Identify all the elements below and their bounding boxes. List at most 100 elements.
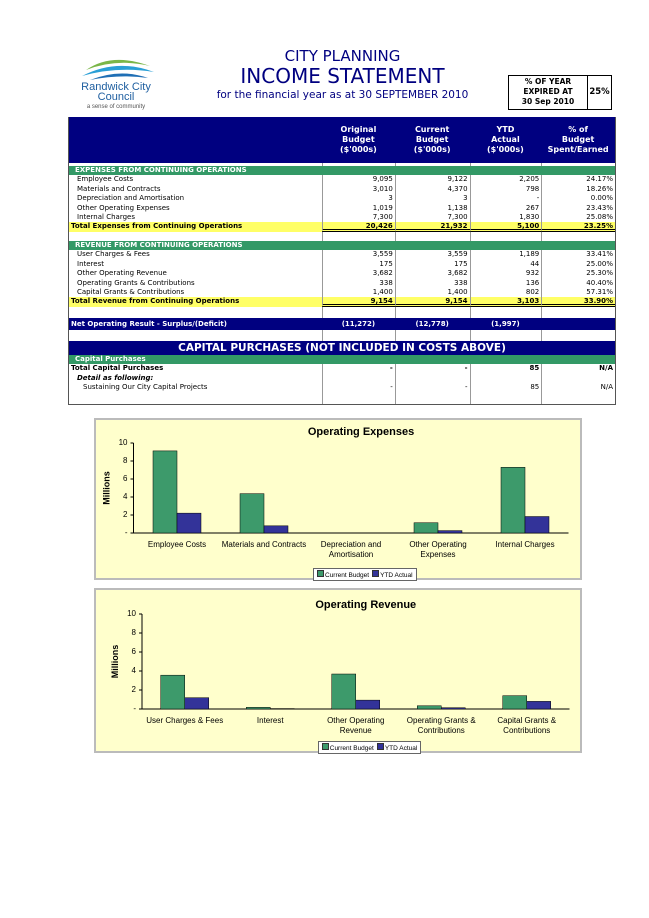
x-tick-label: Interest [256, 716, 284, 725]
table-value: (12,778) [415, 319, 449, 328]
row-label: Interest [77, 259, 104, 268]
table-row: Materials and Contracts 3,010 4,370 798 18.2… [69, 184, 615, 195]
column-header-line: Actual [491, 135, 520, 144]
row-label: Other Operating Expenses [77, 203, 170, 212]
table-row: Employee Costs 9,095 9,122 2,205 24.17% [69, 175, 615, 185]
y-tick-label: - [133, 704, 136, 713]
table-value: 23.43% [541, 203, 615, 213]
y-tick-label: 6 [123, 474, 128, 483]
table-value: 5,100 [469, 222, 542, 232]
table-row: Original Budget ($'000s) Current Budget ($'00… [69, 117, 615, 163]
table-value: 267 [469, 203, 542, 213]
table-value: 1,189 [469, 250, 542, 260]
row-label: Net Operating Result - Surplus/(Deficit) [71, 319, 227, 328]
table-value: 40.40% [541, 278, 615, 288]
column-header-line: Original [340, 125, 377, 134]
table-value: - [322, 364, 395, 374]
bar [331, 673, 356, 710]
row-label: Materials and Contracts [77, 184, 161, 193]
year-expired-box: % OF YEAR EXPIRED AT 30 Sep 2010 25% [508, 75, 612, 110]
table-cell [69, 307, 322, 318]
table-cell [541, 306, 615, 318]
bar [176, 512, 202, 534]
legend-label: YTD Actual [384, 745, 418, 752]
year-expired-label: 30 Sep 2010 [521, 97, 575, 106]
year-expired-value: 25% [589, 87, 610, 97]
chart: Operating Expenses Millions - 2 4 6 8 10 Employe… [94, 418, 582, 581]
table-row: Depreciation and Amortisation 3 3-0.00% [69, 194, 615, 204]
table-value: 3,010 [322, 184, 395, 195]
table-value: (11,272) [341, 319, 376, 328]
table-row: Net Operating Result - Surplus/(Deficit)… [69, 317, 615, 330]
table-row: Interest 175 175 44 25.00% [69, 259, 615, 270]
table-value: 136 [469, 278, 542, 288]
x-tick-label: Operating Grants & Contributions [406, 716, 476, 735]
logo-wave [82, 65, 154, 76]
bar [184, 697, 209, 710]
table-cell [394, 329, 470, 341]
table-value: 2,205 [469, 175, 542, 185]
table-cell [541, 392, 615, 405]
department: CITY PLANNING [284, 47, 401, 65]
table-value: 4,370 [394, 184, 470, 195]
legend-label: YTD Actual [380, 572, 413, 579]
table-value: 932 [469, 269, 542, 279]
table-cell [394, 373, 470, 384]
y-tick-label: 4 [132, 666, 137, 675]
table-cell [469, 163, 542, 166]
table-value: 0.00% [541, 194, 615, 204]
y-tick-label: 8 [132, 628, 137, 637]
table-row: Total Expenses from Continuing Operation… [69, 222, 615, 232]
table-value: 9,154 [394, 297, 470, 307]
table-row: Other Operating Expenses 1,019 1,138 267 23.… [69, 203, 615, 213]
y-axis-label: Millions [102, 471, 112, 505]
logo-text: Council [98, 91, 135, 103]
table-value: 23.25% [541, 222, 615, 232]
y-tick-label: 2 [123, 510, 128, 519]
bar [437, 530, 463, 534]
bar [524, 516, 550, 534]
table-cell [541, 329, 615, 341]
row-label: Sustaining Our City Capital Projects [83, 383, 208, 392]
y-tick-label: 10 [127, 609, 136, 618]
table-value: 175 [322, 259, 395, 270]
section-heading: Capital Purchases [69, 354, 615, 365]
row-label: Total Expenses from Continuing Operation… [71, 222, 243, 231]
x-tick-label: Other Operating Expenses [409, 540, 467, 559]
column-header: % of Budget Spent/Earned [541, 117, 615, 163]
table-value: 20,426 [322, 222, 395, 232]
table-value: 21,932 [394, 222, 470, 232]
table-value: 1,400 [322, 287, 395, 298]
table-value: 57.31% [541, 287, 615, 298]
row-label: Other Operating Revenue [77, 269, 167, 278]
table-value: 24.17% [541, 175, 615, 185]
legend: Current Budget YTD Actual [313, 568, 417, 581]
table-cell [322, 163, 395, 166]
table-cell [322, 306, 395, 318]
bar [413, 522, 439, 534]
table-cell [69, 392, 322, 404]
table-cell [69, 232, 322, 241]
column-header-line: ($'000s) [486, 145, 524, 154]
table-value: 7,300 [322, 212, 395, 223]
logo-wave [86, 59, 150, 70]
table-value: 1,019 [322, 203, 395, 213]
x-tick-label: User Charges & Fees [146, 716, 224, 725]
table-value: - [469, 194, 542, 204]
bar [152, 450, 178, 534]
table-value: 798 [469, 184, 542, 195]
x-tick-label: Materials and Contracts [221, 540, 307, 549]
table-value: 175 [394, 259, 470, 270]
table-row: EXPENSES FROM CONTINUING OPERATIONS [69, 166, 615, 176]
x-tick-label: Capital Grants & Contributions [497, 716, 557, 735]
table-value: 3,559 [394, 250, 470, 260]
section-heading: REVENUE FROM CONTINUING OPERATIONS [75, 240, 243, 249]
table-cell [469, 392, 542, 405]
table-value: 85 [469, 383, 542, 393]
bar [355, 699, 380, 710]
table-value: 7,300 [394, 212, 470, 223]
row-label: Operating Grants & Contributions [77, 278, 195, 287]
legend-swatch [321, 743, 329, 750]
y-tick-label: 6 [132, 647, 137, 656]
y-tick-label: 4 [123, 492, 128, 501]
